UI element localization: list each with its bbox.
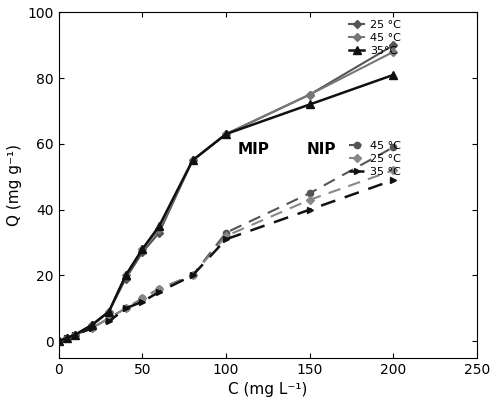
Text: MIP: MIP xyxy=(238,142,269,157)
Legend: 45 °C, 25 °C, 35 °C: 45 °C, 25 °C, 35 °C xyxy=(346,139,403,179)
Text: NIP: NIP xyxy=(306,142,336,157)
Y-axis label: Q (mg g⁻¹): Q (mg g⁻¹) xyxy=(7,144,22,226)
X-axis label: C (mg L⁻¹): C (mg L⁻¹) xyxy=(228,382,308,397)
